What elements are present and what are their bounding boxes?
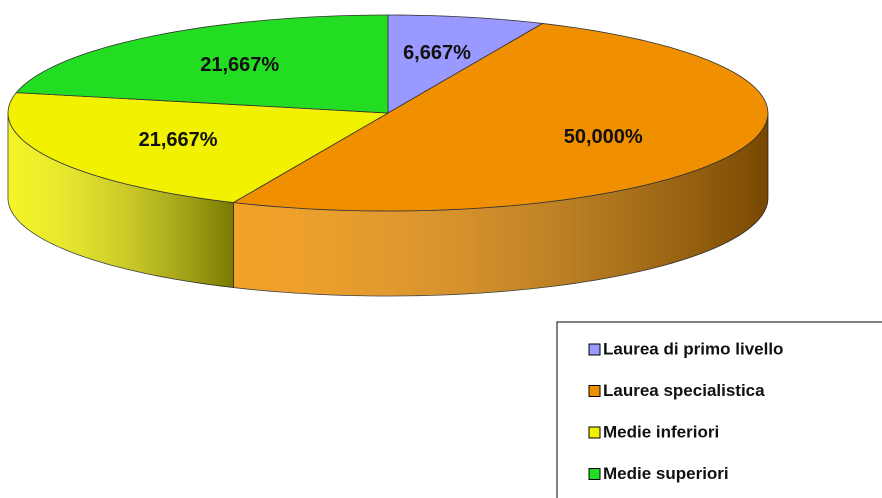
data-label: 21,667% [139, 129, 218, 151]
slice [15, 14, 389, 114]
slice-side-shade [8, 113, 234, 288]
slice [7, 92, 390, 203]
legend-swatch [588, 343, 601, 356]
legend-label: Laurea di primo livello [603, 339, 783, 358]
pie: 6,667% 50,000% 21,667% 21,667% [7, 14, 769, 297]
data-label: 6,667% [403, 42, 471, 64]
slice [387, 14, 544, 114]
data-label: 50,000% [564, 126, 643, 148]
legend-swatch [588, 426, 601, 439]
slice-side-shade [233, 113, 768, 296]
legend-label: Medie inferiori [603, 422, 719, 441]
slice [232, 23, 769, 212]
legend-swatch [588, 385, 601, 397]
legend: Laurea di primo livello Laurea specialist… [588, 339, 783, 483]
legend-swatch [588, 468, 601, 480]
legend-label: Medie superiori [603, 464, 729, 483]
legend-label: Laurea specialistica [603, 381, 765, 400]
legend-box [556, 321, 882, 498]
data-label: 21,667% [200, 54, 279, 76]
